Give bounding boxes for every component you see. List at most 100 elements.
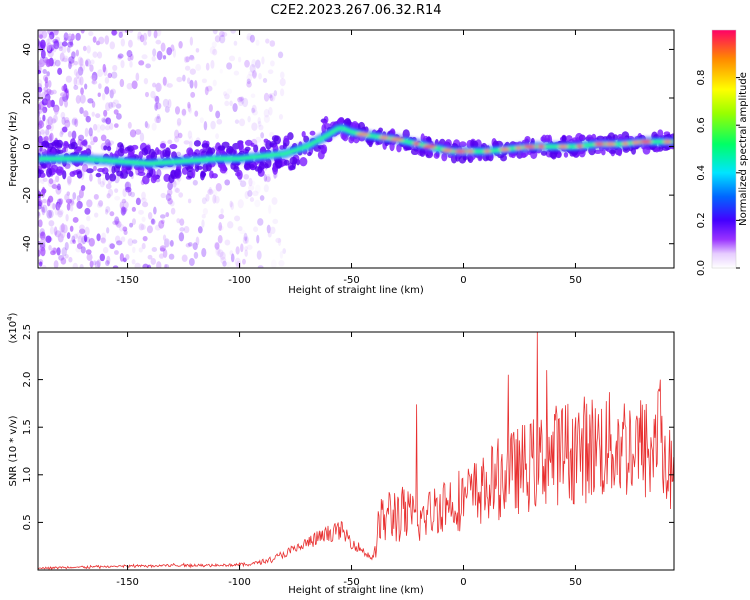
spectrogram-noise-cell <box>77 134 85 141</box>
spectrogram-band-cell <box>608 149 616 154</box>
spectrogram-noise-cell <box>104 76 110 84</box>
spectrogram-noise-cell <box>84 207 91 215</box>
spectrogram-noise-cell <box>263 184 269 193</box>
spectrogram-noise-cell <box>141 197 147 203</box>
track-hotspot <box>379 136 389 140</box>
spectrogram-noise-cell <box>104 209 109 215</box>
spectrogram-noise-cell <box>193 251 199 259</box>
spectrogram-noise-cell <box>167 188 173 196</box>
spectrogram-noise-cell <box>111 71 118 79</box>
spectrogram-band-cell <box>322 120 328 125</box>
spectrogram-noise-cell <box>107 188 114 197</box>
track-hotspot <box>604 142 616 146</box>
spectrogram-noise-cell <box>254 184 261 194</box>
snr-y-tick-label: 2.0 <box>22 372 33 388</box>
spectrogram-band-cell <box>657 129 664 138</box>
spectrogram-noise-cell <box>210 59 215 69</box>
spectrogram-noise-cell <box>253 226 259 232</box>
spectrogram-noise-cell <box>237 96 243 103</box>
spectrogram-noise-cell <box>238 96 244 102</box>
spectrogram-noise-cell <box>83 110 89 118</box>
spectrogram-noise-cell <box>88 127 93 137</box>
spectrogram-noise-cell <box>80 30 85 34</box>
snr-scale-exponent: 4 <box>6 316 14 321</box>
spectrogram-noise-cell <box>41 206 46 216</box>
spectrogram-noise-cell <box>98 83 102 90</box>
spectrogram-noise-cell <box>146 123 150 129</box>
spectrogram-band-cell <box>343 119 351 125</box>
spectrogram-noise-cell <box>267 231 272 238</box>
spectrogram-noise-cell <box>105 260 110 266</box>
spectrogram-noise-cell <box>130 191 136 198</box>
spectrogram-noise-cell <box>89 64 94 72</box>
spectrogram-noise-cell <box>62 57 68 63</box>
spectrogram-noise-cell <box>114 216 120 225</box>
spectrogram-noise-cell <box>119 253 125 262</box>
spectrogram-noise-cell <box>38 33 43 39</box>
spectrogram-noise-cell <box>226 62 233 70</box>
spectrogram-noise-cell <box>185 243 191 248</box>
spectrogram-noise-cell <box>64 119 71 128</box>
spectrogram-noise-cell <box>269 40 276 47</box>
spectrogram-noise-cell <box>205 193 210 202</box>
spectrogram-noise-cell <box>163 79 170 88</box>
spectrogram-noise-cell <box>84 226 90 236</box>
spectrogram-noise-cell <box>147 264 152 268</box>
spectrogram-band-cell <box>283 135 290 143</box>
spectrogram-noise-cell <box>53 40 60 50</box>
spectrogram-band-cell <box>152 174 158 181</box>
spectrogram-noise-cell <box>72 216 79 223</box>
spectrogram-noise-cell <box>270 60 275 67</box>
spectrogram-noise-cell <box>57 209 64 216</box>
spectrogram-noise-cell <box>101 117 106 123</box>
spectrogram-noise-cell <box>127 121 132 129</box>
spectrogram-band-cell <box>500 154 508 162</box>
snr-x-tick-label: -50 <box>343 577 359 588</box>
spectrogram-noise-cell <box>268 106 273 116</box>
spectrogram-noise-cell <box>47 177 54 188</box>
spectrogram-noise-cell <box>229 200 233 208</box>
spectrogram-noise-cell <box>273 90 278 97</box>
colorbar-frame <box>711 29 737 269</box>
spectrogram-noise-cell <box>269 131 275 138</box>
spectrogram-noise-cell <box>46 99 52 108</box>
spectrogram-noise-cell <box>221 31 228 37</box>
spectrogram-noise-cell <box>155 30 162 37</box>
spectrogram-noise-cell <box>53 58 57 64</box>
spectrogram-noise-cell <box>119 78 125 88</box>
spectrogram-noise-cell <box>79 76 84 86</box>
spectrogram-noise-cell <box>181 108 187 116</box>
spectrogram-noise-cell <box>100 237 106 243</box>
spectrogram-band-cell <box>55 166 64 176</box>
spectrogram-noise-cell <box>127 56 132 62</box>
spectrogram-noise-cell <box>158 253 165 259</box>
spectrogram-noise-cell <box>111 30 117 36</box>
spectrogram-y-tick-label: 0 <box>22 143 33 149</box>
spectrogram-noise-cell <box>56 247 61 256</box>
spectrogram-noise-cell <box>178 41 183 49</box>
spectrogram-noise-cell <box>219 31 225 38</box>
spectrogram-noise-cell <box>68 256 73 263</box>
track-hotspot <box>412 142 420 146</box>
spectrogram-noise-cell <box>270 259 277 268</box>
spectrogram-noise-cell <box>254 199 261 208</box>
spectrogram-noise-cell <box>41 204 48 213</box>
spectrogram-noise-cell <box>142 32 148 42</box>
spectrogram-noise-cell <box>218 214 225 220</box>
spectrogram-noise-cell <box>164 239 169 248</box>
spectrogram-noise-cell <box>251 109 258 116</box>
spectrogram-noise-cell <box>119 201 124 210</box>
spectrogram-noise-cell <box>78 189 84 199</box>
spectrogram-noise-cell <box>156 261 162 268</box>
spectrogram-noise-cell <box>84 83 88 90</box>
spectrogram-noise-cell <box>38 116 42 122</box>
spectrogram-noise-cell <box>257 218 264 226</box>
spectrogram-noise-cell <box>204 86 209 96</box>
spectrogram-noise-cell <box>214 35 221 43</box>
spectrogram-band-cell <box>86 168 94 174</box>
spectrogram-noise-cell <box>44 76 49 84</box>
spectrogram-noise-cell <box>167 139 173 145</box>
spectrogram-noise-cell <box>122 201 129 209</box>
spectrogram-noise-cell <box>234 119 240 124</box>
snr-plot-area <box>38 332 674 570</box>
